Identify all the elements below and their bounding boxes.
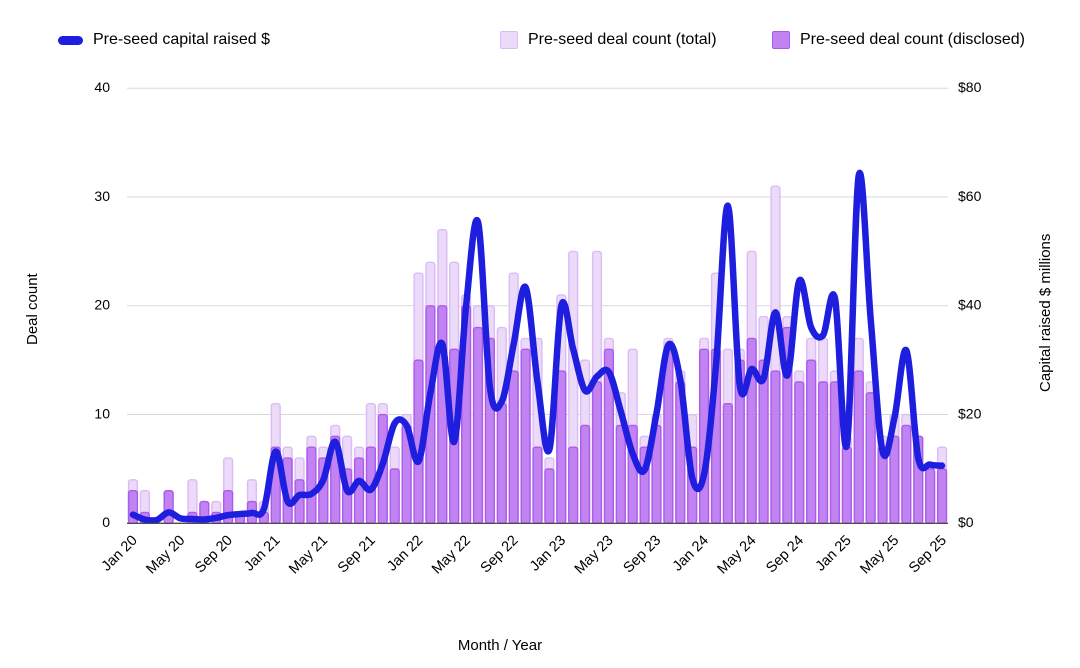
x-axis-tick-label: Jan 24 — [670, 533, 712, 575]
bar-disclosed — [925, 468, 936, 524]
x-axis-tick-label: Sep 20 — [192, 533, 236, 577]
bar-disclosed — [532, 446, 543, 524]
x-axis-tick-label: Jan 20 — [99, 533, 141, 575]
bar-disclosed — [770, 370, 781, 524]
x-axis-tick-label: Sep 22 — [478, 533, 522, 577]
bar-disclosed — [901, 424, 912, 524]
bar-disclosed — [829, 381, 841, 524]
bar-disclosed — [591, 381, 603, 524]
bar-disclosed — [936, 468, 948, 524]
bar-disclosed — [806, 359, 817, 524]
bar-disclosed — [889, 435, 900, 524]
bar-disclosed — [508, 370, 519, 524]
bar-disclosed — [579, 424, 591, 524]
bar-disclosed — [722, 402, 733, 524]
right-axis-tick-label: $0 — [958, 514, 974, 530]
legend-item-deal-count-disclosed[interactable]: Pre-seed deal count (disclosed) — [772, 28, 1025, 52]
legend-item-capital-raised[interactable]: Pre-seed capital raised $ — [58, 28, 270, 52]
bar-disclosed — [794, 381, 805, 524]
x-axis-tick-label: May 22 — [429, 533, 474, 578]
right-axis-tick-label: $60 — [958, 188, 982, 204]
x-axis-tick-label: Sep 25 — [906, 533, 950, 577]
bar-disclosed — [389, 468, 400, 524]
x-axis-tick-label: Sep 21 — [335, 533, 379, 577]
bar-disclosed — [817, 381, 829, 524]
bar-disclosed — [758, 359, 769, 524]
x-axis-tick-label: Jan 22 — [384, 533, 426, 575]
left-axis-tick-label: 30 — [94, 188, 110, 204]
line-swatch-icon — [58, 35, 83, 45]
x-axis-tick-label: May 25 — [857, 533, 902, 578]
capital-raised-line — [129, 169, 946, 524]
bar-disclosed — [163, 489, 174, 524]
left-axis-tick-label: 40 — [94, 79, 110, 95]
right-axis-tick-label: $80 — [958, 79, 982, 95]
bar-disclosed — [496, 402, 507, 524]
right-axis-tick-label: $20 — [958, 405, 982, 421]
x-axis-tick-label: Jan 21 — [241, 533, 283, 575]
bar-disclosed — [306, 446, 317, 524]
x-axis-tick-label: May 20 — [143, 533, 188, 578]
bar-disclosed — [472, 326, 484, 524]
legend-label: Pre-seed deal count (disclosed) — [800, 31, 1026, 48]
bar-disclosed — [556, 370, 567, 524]
bar-disclosed — [437, 305, 448, 524]
x-axis-tick-label: Sep 24 — [763, 533, 807, 577]
legend-label: Pre-seed capital raised $ — [93, 31, 270, 48]
right-axis-tick-label: $40 — [958, 297, 982, 313]
bar-disclosed — [853, 370, 864, 524]
square-swatch-icon — [772, 31, 790, 49]
x-axis-tick-label: May 23 — [572, 533, 617, 578]
bar-disclosed — [615, 424, 626, 524]
x-axis-title: Month / Year — [457, 637, 543, 654]
x-axis-tick-label: May 24 — [715, 533, 760, 578]
bar-disclosed — [544, 468, 555, 524]
left-axis-tick-label: 20 — [94, 297, 110, 313]
left-axis-tick-label: 0 — [102, 514, 110, 530]
legend-item-deal-count-total[interactable]: Pre-seed deal count (total) — [500, 28, 717, 52]
left-axis-tick-label: 10 — [94, 405, 110, 421]
x-axis-tick-label: May 21 — [286, 533, 331, 578]
bar-disclosed — [865, 392, 876, 524]
legend-label: Pre-seed deal count (total) — [528, 31, 717, 48]
x-axis-tick-label: Sep 23 — [620, 533, 664, 577]
bar-disclosed — [568, 446, 579, 524]
x-axis-tick-label: Jan 25 — [813, 533, 855, 575]
bar-disclosed — [353, 457, 365, 524]
bar-disclosed — [520, 348, 531, 524]
square-swatch-icon — [500, 31, 518, 49]
bar-disclosed — [841, 446, 852, 524]
x-axis-tick-label: Jan 23 — [527, 533, 569, 575]
